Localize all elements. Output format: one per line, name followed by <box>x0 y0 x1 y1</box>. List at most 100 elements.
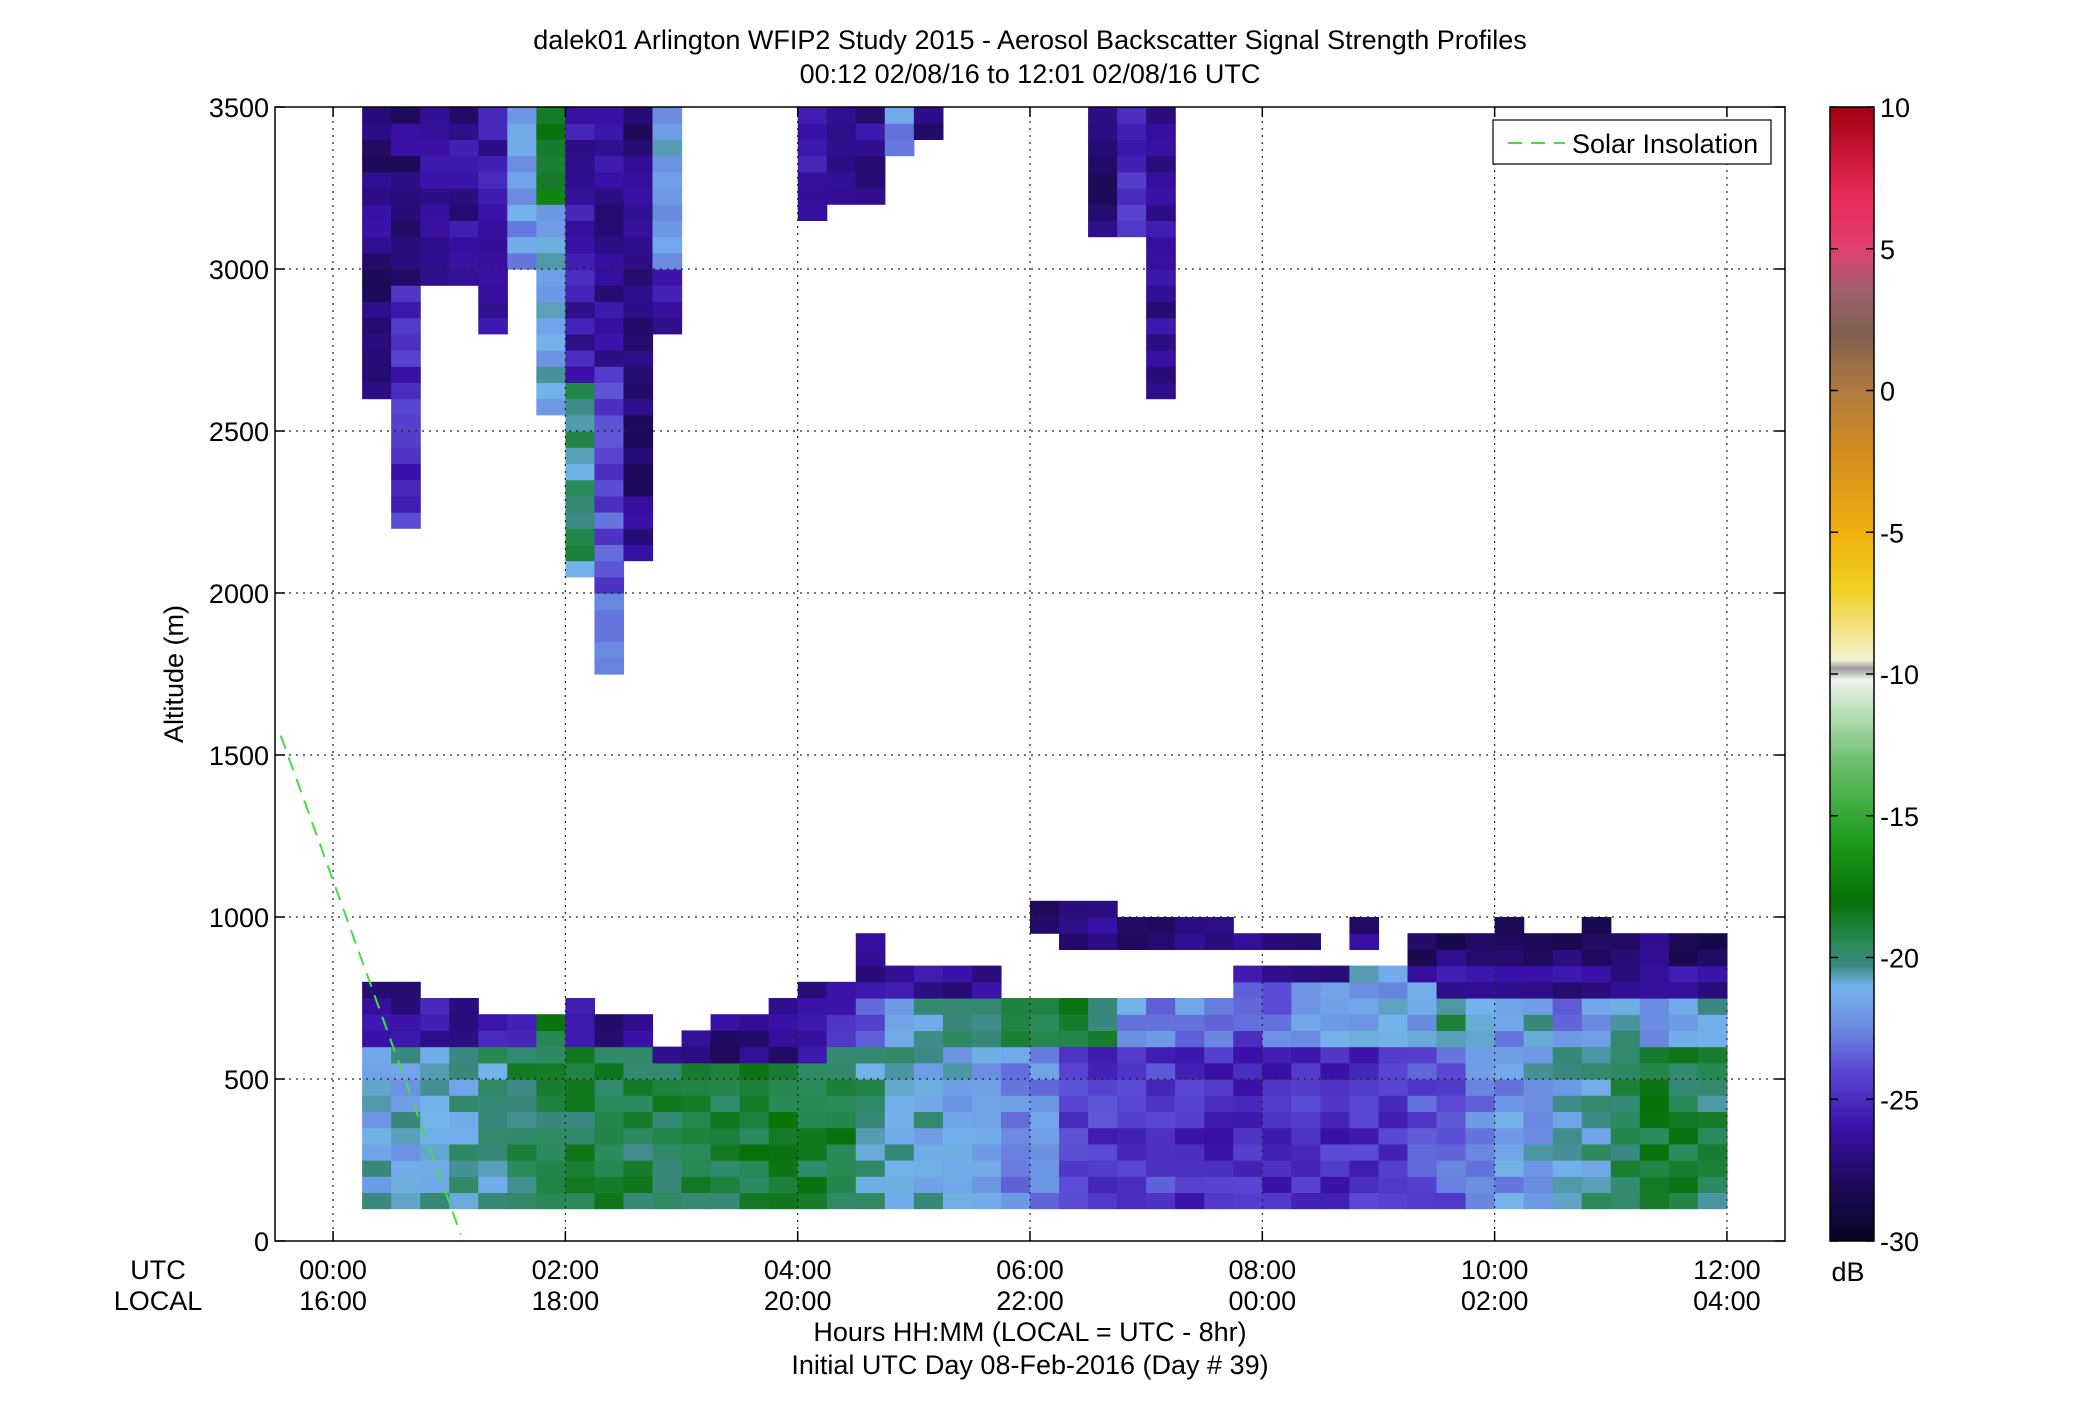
heatmap-cell <box>362 1111 392 1129</box>
heatmap-cell <box>971 1160 1002 1177</box>
heatmap-cell <box>391 998 421 1015</box>
heatmap-cell <box>420 107 450 124</box>
heatmap-cell <box>1117 1176 1147 1193</box>
heatmap-cell <box>1291 1046 1321 1064</box>
heatmap-cell <box>1523 1046 1554 1064</box>
heatmap-cell <box>797 107 828 124</box>
x-tick-label-utc: 08:00 <box>1229 1255 1297 1285</box>
heatmap-cell <box>594 220 625 238</box>
heatmap-cell <box>1088 188 1118 205</box>
y-axis-label: Altitude (m) <box>159 605 189 743</box>
heatmap-cell <box>739 1127 770 1145</box>
heatmap-cell <box>826 1030 857 1048</box>
heatmap-cell <box>420 204 450 221</box>
heatmap-cell <box>1291 1192 1321 1210</box>
heatmap-cell <box>710 1160 741 1177</box>
heatmap-cell <box>1697 1046 1728 1064</box>
heatmap-cell <box>507 1030 537 1048</box>
heatmap-cell <box>1030 900 1060 918</box>
heatmap-cell <box>797 188 828 205</box>
heatmap-cell <box>565 107 596 124</box>
heatmap-cell <box>826 107 857 124</box>
heatmap-cell <box>362 1014 392 1031</box>
heatmap-cell <box>1465 1143 1496 1161</box>
heatmap-cell <box>1668 1127 1699 1145</box>
heatmap-cell <box>623 155 654 173</box>
heatmap-cell <box>768 1176 799 1193</box>
heatmap-cell <box>1233 998 1263 1015</box>
heatmap-cell <box>942 981 973 999</box>
heatmap-cell <box>565 1160 596 1177</box>
heatmap-cell <box>1697 1030 1728 1048</box>
heatmap-cell <box>1262 1014 1292 1031</box>
grid-lines <box>275 107 1785 1241</box>
heatmap-cell <box>1523 1095 1554 1112</box>
heatmap-cell <box>594 1030 625 1048</box>
heatmap-cell <box>1349 933 1380 950</box>
heatmap-cell <box>942 1095 973 1112</box>
heatmap-cell <box>1465 1046 1496 1064</box>
heatmap-cell <box>1030 1079 1060 1096</box>
heatmap-cell <box>420 123 450 140</box>
heatmap-cell <box>942 998 973 1015</box>
heatmap-cell <box>652 204 683 221</box>
heatmap-cell <box>797 1160 828 1177</box>
colorbar: 10 5 0 -5 -10 -15 -20 -25 -30 dB <box>1829 93 1919 1287</box>
heatmap-cell <box>1088 1062 1118 1080</box>
heatmap-cell <box>1262 933 1292 950</box>
heatmap-cell <box>652 1160 683 1177</box>
heatmap-cell <box>1697 1127 1728 1145</box>
heatmap-cell <box>594 1079 625 1096</box>
heatmap-cell <box>478 301 508 319</box>
heatmap-cell <box>1204 1030 1234 1048</box>
heatmap-cell <box>1436 1079 1467 1096</box>
heatmap-cell <box>1465 1111 1496 1129</box>
heatmap-cell <box>1117 1079 1147 1096</box>
heatmap-cell <box>1581 1046 1612 1064</box>
heatmap-cell <box>1407 1046 1438 1064</box>
heatmap-cell <box>1088 1014 1118 1031</box>
heatmap-cell <box>391 512 421 529</box>
heatmap-cell <box>826 1062 857 1080</box>
heatmap-cell <box>1059 1014 1089 1031</box>
heatmap-cell <box>681 1079 712 1096</box>
heatmap-cell <box>1204 1127 1234 1145</box>
heatmap-cell <box>1175 1014 1205 1031</box>
heatmap-cell <box>507 1143 537 1161</box>
heatmap-cell <box>884 1014 915 1031</box>
heatmap-cell <box>362 317 392 335</box>
heatmap-cell <box>478 1030 508 1048</box>
heatmap-cell <box>594 1192 625 1210</box>
heatmap-cell <box>1146 301 1176 319</box>
heatmap-cell <box>623 123 654 140</box>
heatmap-cell <box>362 333 392 351</box>
y-axis: 0 500 1000 1500 2000 2500 3000 3500 <box>209 93 1785 1257</box>
heatmap-cell <box>971 1127 1002 1145</box>
heatmap-cell <box>1146 107 1176 124</box>
heatmap-cell <box>565 431 596 448</box>
heatmap-cell <box>391 123 421 140</box>
heatmap-cell <box>507 220 537 238</box>
heatmap-cell <box>565 512 596 529</box>
heatmap-cell <box>1175 1111 1205 1129</box>
heatmap-cell <box>826 188 857 205</box>
heatmap-cell <box>1175 1160 1205 1177</box>
heatmap-cell <box>594 1095 625 1112</box>
chart-title: dalek01 Arlington WFIP2 Study 2015 - Aer… <box>533 25 1527 55</box>
colorbar-tick-label: 5 <box>1880 235 1895 265</box>
heatmap-cell <box>1059 1160 1089 1177</box>
x-tick-label-utc: 12:00 <box>1693 1255 1761 1285</box>
heatmap-cell <box>478 1127 508 1145</box>
heatmap-cell <box>710 1046 741 1064</box>
heatmap-cell <box>797 1143 828 1161</box>
heatmap-cell <box>1465 1030 1496 1048</box>
heatmap-cell <box>507 204 537 221</box>
heatmap-cell <box>594 188 625 205</box>
heatmap-cell <box>1291 1095 1321 1112</box>
heatmap-cell <box>681 1030 712 1048</box>
heatmap-cell <box>1436 1095 1467 1112</box>
heatmap-cell <box>855 965 886 983</box>
heatmap-cell <box>652 188 683 205</box>
heatmap-cell <box>1117 998 1147 1015</box>
heatmap-cell <box>1088 220 1118 238</box>
